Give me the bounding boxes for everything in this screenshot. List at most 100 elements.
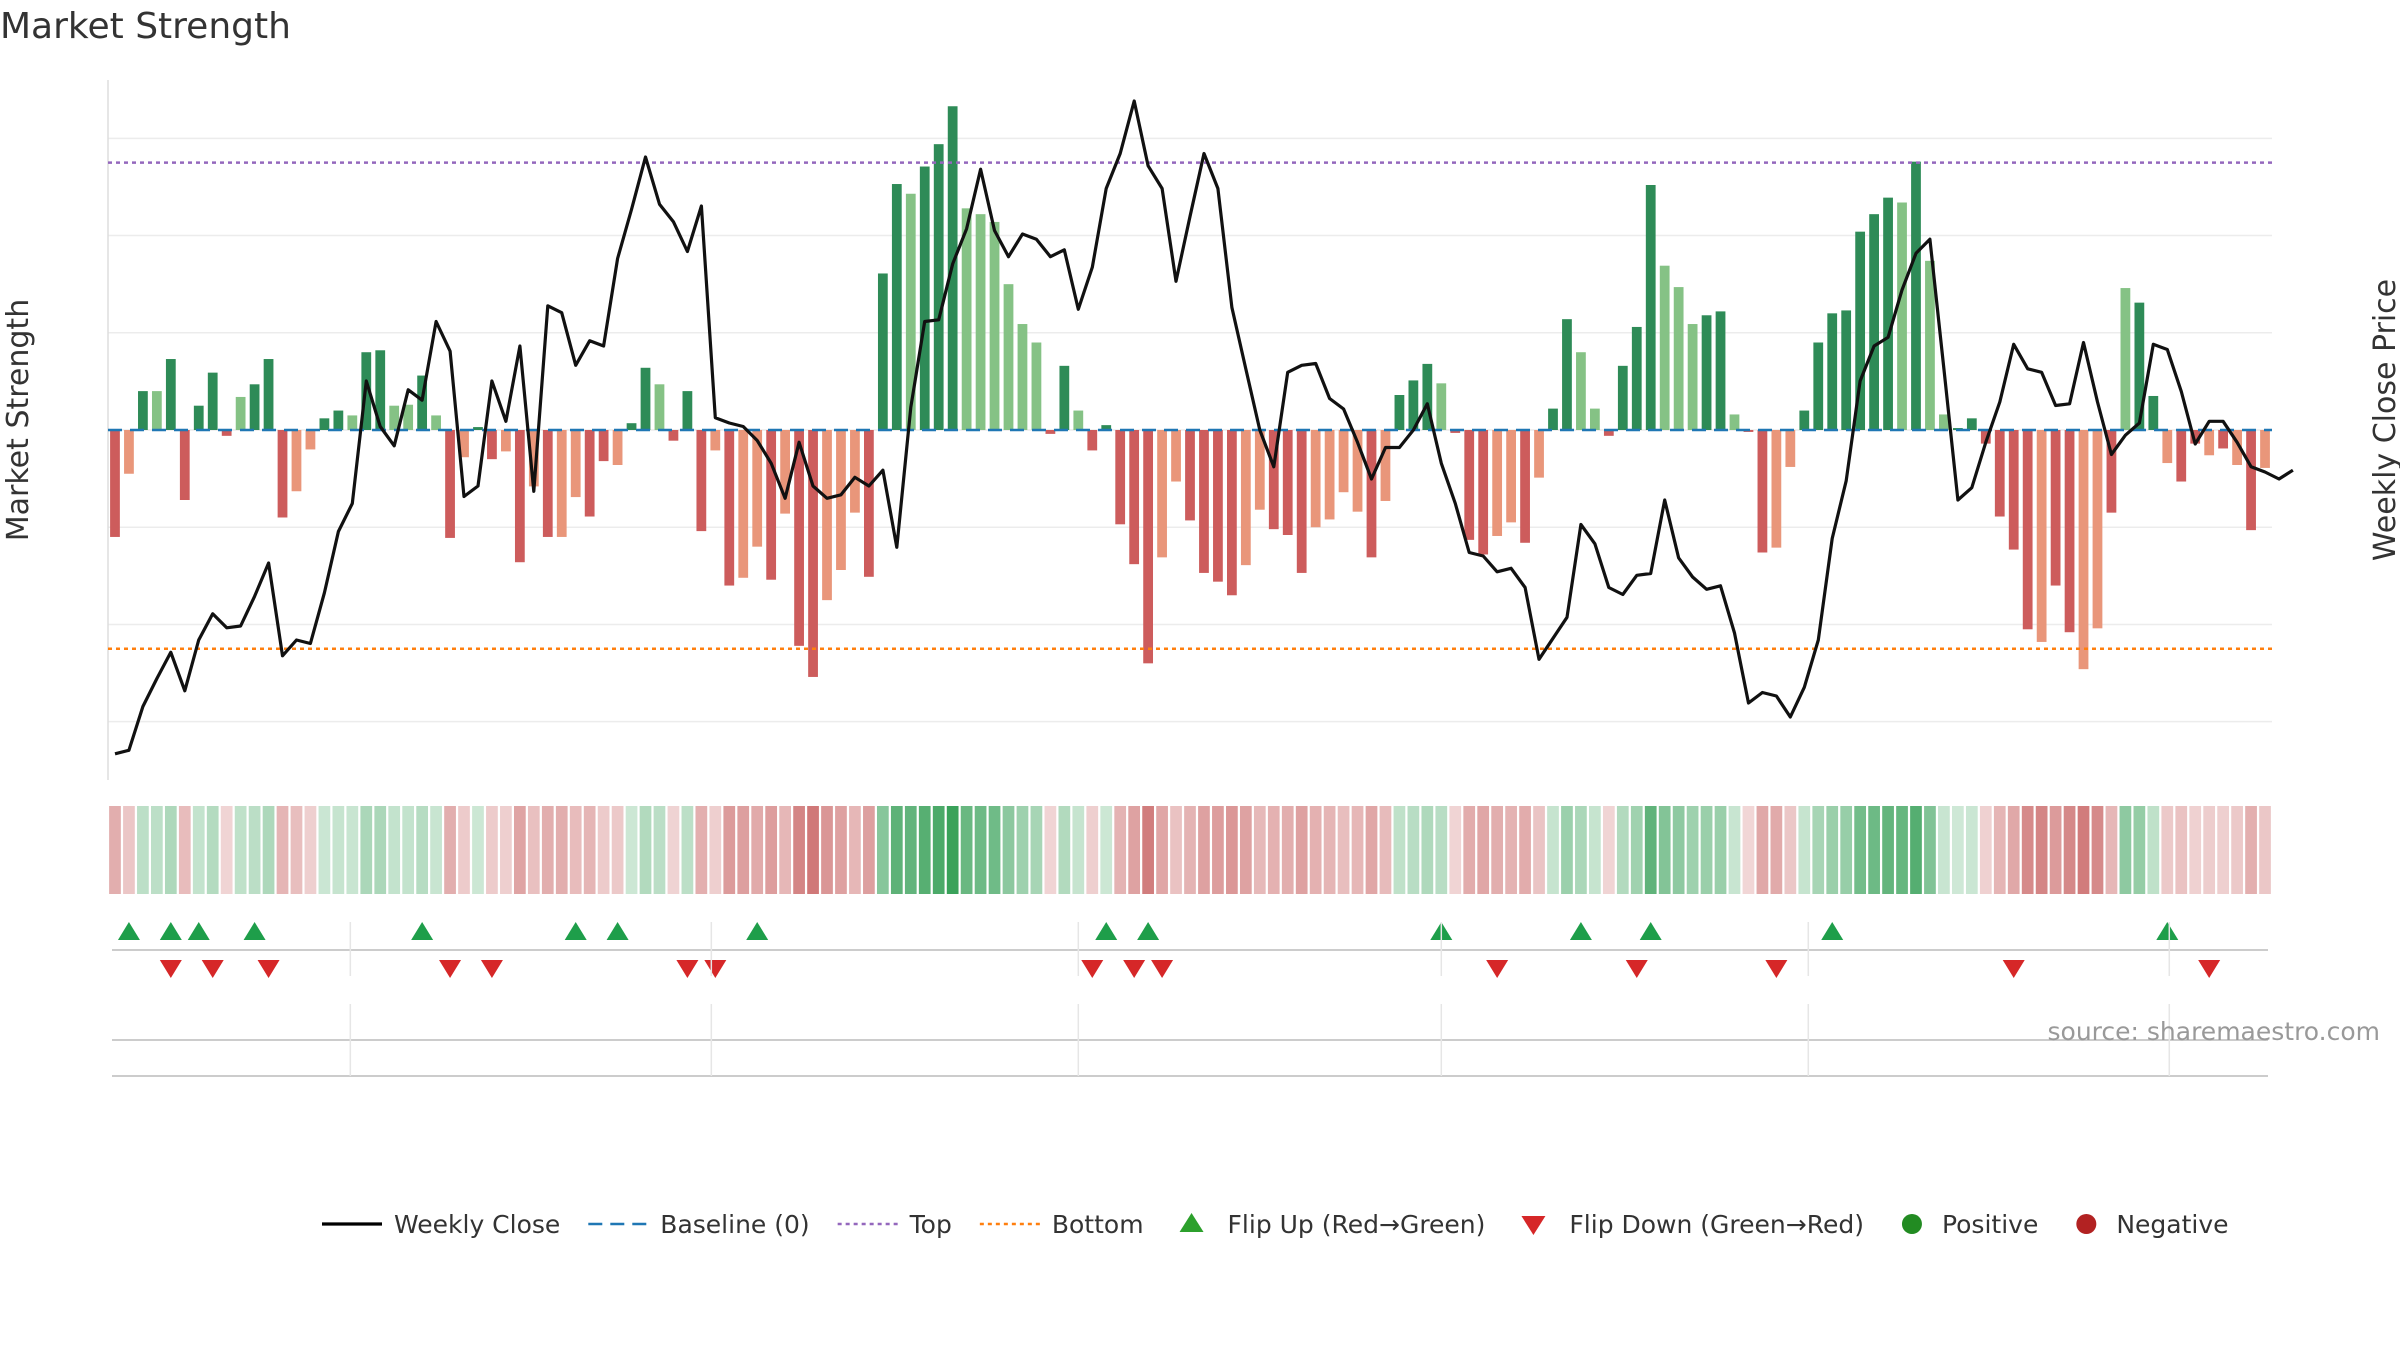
strip-cell — [1212, 806, 1224, 894]
strip-cell — [109, 806, 121, 894]
strip-cell — [1589, 806, 1601, 894]
strength-bar — [598, 430, 609, 462]
legend-label: Bottom — [1052, 1210, 1144, 1239]
strip-cell — [541, 806, 554, 894]
strip-cell — [1686, 806, 1699, 894]
strip-cell — [918, 806, 931, 894]
strength-bar — [1129, 430, 1140, 565]
strength-bar — [417, 375, 428, 430]
strength-bar — [822, 430, 832, 601]
strength-bar — [1087, 430, 1098, 451]
strength-bar — [877, 273, 888, 430]
strip-cell — [695, 806, 708, 894]
strength-bar — [1562, 319, 1572, 430]
strip-cell — [137, 806, 149, 894]
right-axis-label: Weekly Close Price — [2368, 279, 2400, 561]
flip-down-marker — [159, 960, 182, 978]
strip-cell — [1533, 806, 1545, 894]
strength-bar — [235, 396, 246, 430]
strength-bar — [1506, 430, 1516, 523]
strip-cell — [248, 806, 261, 894]
strip-cell — [1393, 806, 1406, 894]
strength-bar — [1143, 430, 1154, 664]
strip-cell — [1379, 806, 1392, 894]
legend-item: Weekly Close — [322, 1210, 560, 1239]
strip-cell — [1700, 806, 1713, 894]
strip-cell — [1407, 806, 1420, 894]
strength-bar — [1045, 430, 1056, 434]
strength-bar — [2092, 430, 2103, 629]
strip-cell — [849, 806, 861, 894]
flip-up-marker — [1569, 922, 1592, 940]
strip-cell — [1463, 806, 1476, 894]
legend: Weekly Close Baseline (0) Top Bottom Flip Up… — [322, 1210, 2229, 1239]
strength-bar — [1213, 430, 1223, 582]
strength-bar — [864, 430, 874, 577]
strip-cell — [1323, 806, 1336, 894]
strip-cell — [1002, 806, 1015, 894]
strength-bar — [780, 430, 791, 514]
strip-cell — [1100, 806, 1113, 894]
strength-bar — [1813, 342, 1824, 430]
strip-cell — [1477, 806, 1490, 894]
strip-cell — [1044, 806, 1057, 894]
strip-cell — [1840, 806, 1853, 894]
flip-down-marker — [2002, 960, 2025, 978]
strength-bar — [1059, 365, 1070, 430]
flip-down-marker — [1625, 960, 1648, 978]
strip-cell — [1281, 806, 1294, 894]
flip-up-marker — [2156, 922, 2179, 940]
strip-cell — [290, 806, 303, 894]
strength-bar — [2190, 430, 2201, 444]
strip-cell — [1519, 806, 1531, 894]
strength-bar — [1157, 430, 1167, 558]
strength-bar — [1073, 410, 1084, 430]
left-axis-label: Market Strength — [1, 299, 36, 541]
strip-cell — [402, 806, 415, 894]
strength-bar — [2008, 430, 2019, 550]
strip-cell — [904, 806, 917, 894]
strip-cell — [639, 806, 652, 894]
legend-item: Positive — [1901, 1210, 2038, 1239]
strength-bar — [668, 430, 679, 441]
strength-bar — [933, 144, 944, 430]
strip-cell — [1491, 806, 1504, 894]
strength-bar — [1436, 383, 1447, 430]
strength-bar — [2218, 430, 2229, 449]
strip-cell — [1170, 806, 1182, 894]
strip-cell — [1714, 806, 1727, 894]
strip-cell — [206, 806, 219, 894]
strip-cell — [1547, 806, 1559, 894]
flip-up-marker — [243, 922, 266, 940]
strength-bar — [919, 166, 930, 430]
strength-bar — [2204, 430, 2215, 456]
legend-circle-icon — [2076, 1214, 2097, 1234]
strength-bar — [1911, 161, 1921, 430]
strength-bar — [221, 430, 232, 436]
legend-label: Negative — [2116, 1210, 2228, 1239]
strength-bar — [1310, 430, 1321, 528]
strip-cell — [2217, 806, 2229, 894]
strength-bar — [1883, 197, 1893, 430]
strip-cell — [1016, 806, 1029, 894]
strength-bar — [556, 430, 567, 537]
strength-bar — [891, 184, 902, 430]
flip-up-marker — [411, 922, 434, 940]
strength-bar — [305, 430, 316, 450]
strength-bar — [1827, 313, 1838, 430]
legend-label: Positive — [1942, 1210, 2038, 1239]
strength-bar — [249, 384, 260, 430]
strength-bar — [319, 418, 330, 430]
flip-up-marker — [1095, 922, 1118, 940]
flip-down-marker — [1765, 960, 1788, 978]
strength-bar — [501, 430, 511, 452]
strip-cell — [1086, 806, 1099, 894]
strength-bar — [2176, 430, 2187, 482]
strength-bar — [654, 384, 665, 430]
strip-cell — [2077, 806, 2090, 894]
strength-bar — [1925, 260, 1935, 430]
strength-bar — [542, 430, 553, 537]
strength-bar — [570, 430, 581, 498]
flip-down-marker — [1486, 960, 1509, 978]
strength-bar — [124, 430, 134, 474]
